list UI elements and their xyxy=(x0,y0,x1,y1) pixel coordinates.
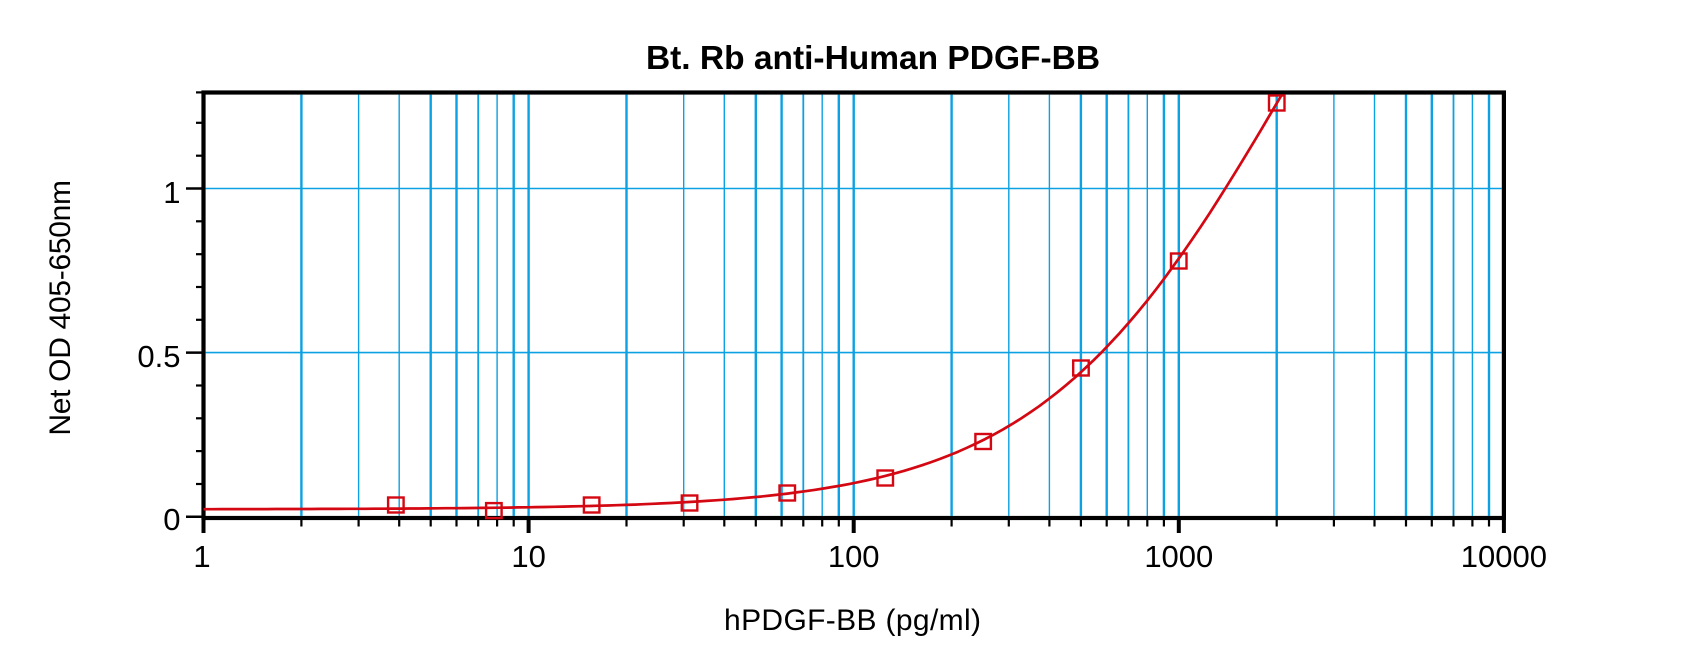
svg-text:10: 10 xyxy=(511,539,545,574)
svg-text:1000: 1000 xyxy=(1144,539,1213,574)
svg-text:Net OD 405-650nm: Net OD 405-650nm xyxy=(44,180,77,435)
svg-text:hPDGF-BB (pg/ml): hPDGF-BB (pg/ml) xyxy=(724,604,981,637)
svg-text:1: 1 xyxy=(193,539,210,574)
svg-text:10000: 10000 xyxy=(1461,539,1547,574)
svg-text:100: 100 xyxy=(828,539,880,574)
svg-text:Bt. Rb anti-Human PDGF-BB: Bt. Rb anti-Human PDGF-BB xyxy=(646,40,1100,77)
svg-text:1: 1 xyxy=(163,175,180,210)
svg-text:0: 0 xyxy=(163,502,180,537)
svg-text:0.5: 0.5 xyxy=(137,339,180,374)
